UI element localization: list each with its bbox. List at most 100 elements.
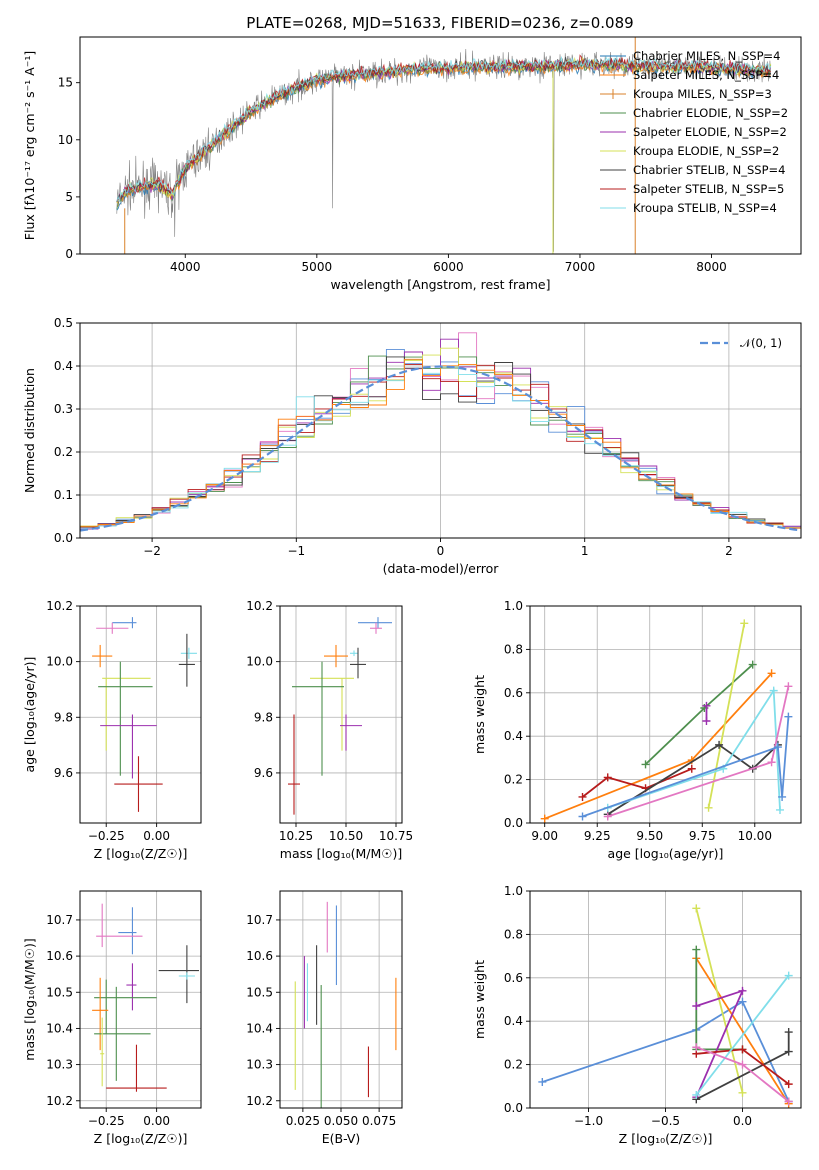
weight_vs_age-marker-0-2 [767,669,776,678]
residual-legend: 𝒩(0, 1) [700,336,782,350]
weight_vs_Z-xticklabel-1: −0.5 [651,1114,680,1128]
age_vs_mass-point-3 [350,650,358,657]
age_vs_mass-yticklabel-3: 10.2 [246,599,273,613]
age_vs_mass-point-5 [310,677,354,751]
weight_vs_age-plot [540,619,793,823]
spectrum-legend-label-8: Kroupa STELIB, N_SSP=4 [633,201,777,215]
residual-legend-label: 𝒩(0, 1) [740,336,782,350]
age_vs_mass-xticklabel-0: 10.25 [279,829,313,843]
residuals-yticklabel-5: 0.5 [54,316,73,330]
weight_vs_age-series-5 [607,743,779,816]
spectrum-axes: 4000 5000 6000 7000 8000 0 5 10 15 wavelength [An… [22,36,802,292]
weight_vs_Z-xlabel: Z [log₁₀(Z/Z☉)] [619,1131,713,1146]
spectrum-legend-label-1: Salpeter MILES, N_SSP=4 [633,68,779,82]
residuals-ylabel: Normed distribution [22,368,37,493]
age_vs_Z-xticklabel-0: −0.25 [88,829,125,843]
weight_vs_Z-yticklabel-2: 0.4 [504,1014,523,1028]
age_vs_Z-yticklabel-0: 9.6 [54,766,73,780]
mass_vs_Z-point-1 [96,903,143,948]
mass_vs_ebv-plot [294,901,397,1108]
mass_vs_ebv-xlabel: E(B-V) [322,1131,361,1146]
weight_vs_age-series-2 [707,623,746,808]
residual-normal-curve [80,365,801,532]
residuals-yticklabel-2: 0.2 [54,445,73,459]
weight_vs_Z-marker-3-0 [692,945,701,954]
weight_vs_Z-marker-8-2 [784,1097,793,1106]
spectrum-frame [79,36,802,255]
age_vs_mass-point-1 [370,622,382,634]
mass_vs_ebv-axes: 0.025 0.050 0.075 10.2 10.3 10.4 10.5 10.6 10.7 E… [246,890,403,1146]
spectrum-ylabel: Flux [fλ10⁻¹⁷ erg cm⁻² s⁻¹ A⁻¹] [22,51,37,240]
residuals-xticklabel-3: 1 [581,544,589,558]
age_vs_mass-axes: 10.25 10.50 10.75 9.6 9.8 10.0 10.2 mass [log₁₀… [246,599,413,861]
weight_vs_age-xticklabel-0: 9.00 [531,829,558,843]
age_vs_Z-point-6 [98,661,153,776]
weight_vs_Z-marker-4-0 [692,1002,701,1011]
spectrum-legend-label-3: Chabrier ELODIE, N_SSP=2 [633,106,788,120]
weight_vs_age-marker-7-0 [603,812,612,821]
weight_vs_age-marker-2-1 [740,619,749,628]
age_vs_mass-xticklabel-2: 10.75 [379,829,413,843]
age_vs_mass-plot [288,617,392,815]
age_vs_Z-point-3 [180,647,197,659]
spectrum-yticklabel-2: 10 [58,133,73,147]
weight_vs_Z-series-1 [695,957,790,1105]
mass_vs_ebv-yticklabel-1: 10.3 [246,1058,273,1072]
spectrum-yticklabel-0: 0 [65,247,73,261]
weight_vs_Z-marker-7-0 [692,1090,701,1099]
weight_vs_age-ylabel: mass weight [472,675,487,754]
age_vs_mass-point-0 [358,617,392,629]
weight_vs_age-marker-7-2 [784,682,793,691]
weight_vs_Z-yticklabel-4: 0.8 [504,927,523,941]
weight_vs_age-marker-4-0 [578,792,587,801]
weight_vs_Z-yticklabel-5: 1.0 [504,884,523,898]
age_vs_Z-point-2 [92,644,113,668]
residuals-yticklabel-4: 0.4 [54,359,73,373]
weight_vs_Z-series-7 [695,975,790,1096]
spectrum-xlabel: wavelength [Angstrom, rest frame] [330,277,550,292]
weight_vs_age-marker-4-1 [603,773,612,782]
weight_vs_Z-yticklabel-3: 0.6 [504,971,523,985]
weight_vs_age-xticklabel-3: 9.75 [689,829,716,843]
age_vs_mass-point-2 [324,644,348,668]
age_vs_Z-point-7 [100,714,157,779]
spectrum-legend: Chabrier MILES, N_SSP=4 Salpeter MILES, N… [600,49,788,215]
residual-hist-8 [80,358,801,538]
weight_vs_age-series-8 [582,716,790,818]
weight_vs_age-marker-3-0 [702,717,711,726]
weight_vs_Z-axes: −1.0 −0.5 0.0 0.0 0.2 0.4 0.6 0.8 1.0 Z [log₁₀(Z/… [472,884,802,1146]
age_vs_mass-yticklabel-2: 10.0 [246,655,273,669]
mass_vs_Z-yticklabel-0: 10.2 [46,1094,73,1108]
weight_vs_Z-xticklabel-0: −1.0 [574,1114,603,1128]
spectrum-xticklabel-0: 4000 [170,260,201,274]
weight_vs_Z-marker-8-0 [692,1043,701,1052]
age_vs_Z-xlabel: Z [log₁₀(Z/Z☉)] [94,846,188,861]
weight_vs_age-marker-8-0 [578,812,587,821]
residuals-xticklabel-2: 0 [437,544,445,558]
weight_vs_age-xticklabel-4: 10.00 [738,829,772,843]
mass_vs_Z-point-9 [100,1017,105,1087]
mass_vs_Z-xlabel: Z [log₁₀(Z/Z☉)] [94,1131,188,1146]
spectrum-legend-label-2: Kroupa MILES, N_SSP=3 [633,87,772,101]
mass_vs_Z-frame [79,890,202,1109]
mass_vs_Z-point-7 [94,986,151,1081]
weight_vs_age-marker-4-3 [687,764,696,773]
weight_vs_age-xticklabel-1: 9.25 [584,829,611,843]
weight_vs_age-yticklabel-4: 0.8 [504,642,523,656]
age_vs_Z-point-1 [96,622,129,634]
age_vs_Z-yticklabel-3: 10.2 [46,599,73,613]
weight_vs_age-marker-1-0 [641,760,650,769]
spectrum-plot [116,37,772,254]
weight_vs_Z-series-0 [542,1000,790,1102]
mass_vs_Z-point-8 [106,1044,167,1092]
age_vs_mass-point-7 [340,714,362,751]
mass_vs_Z-xticklabel-0: −0.25 [88,1114,125,1128]
residuals-xticklabel-4: 2 [725,544,733,558]
age_vs_Z-plot [92,617,197,812]
residuals-yticklabel-1: 0.1 [54,488,73,502]
weight_vs_Z-marker-8-1 [738,1060,747,1069]
weight_vs_age-marker-8-2 [778,792,787,801]
weight_vs_age-yticklabel-3: 0.6 [504,686,523,700]
mass_vs_Z-yticklabel-3: 10.5 [46,985,73,999]
